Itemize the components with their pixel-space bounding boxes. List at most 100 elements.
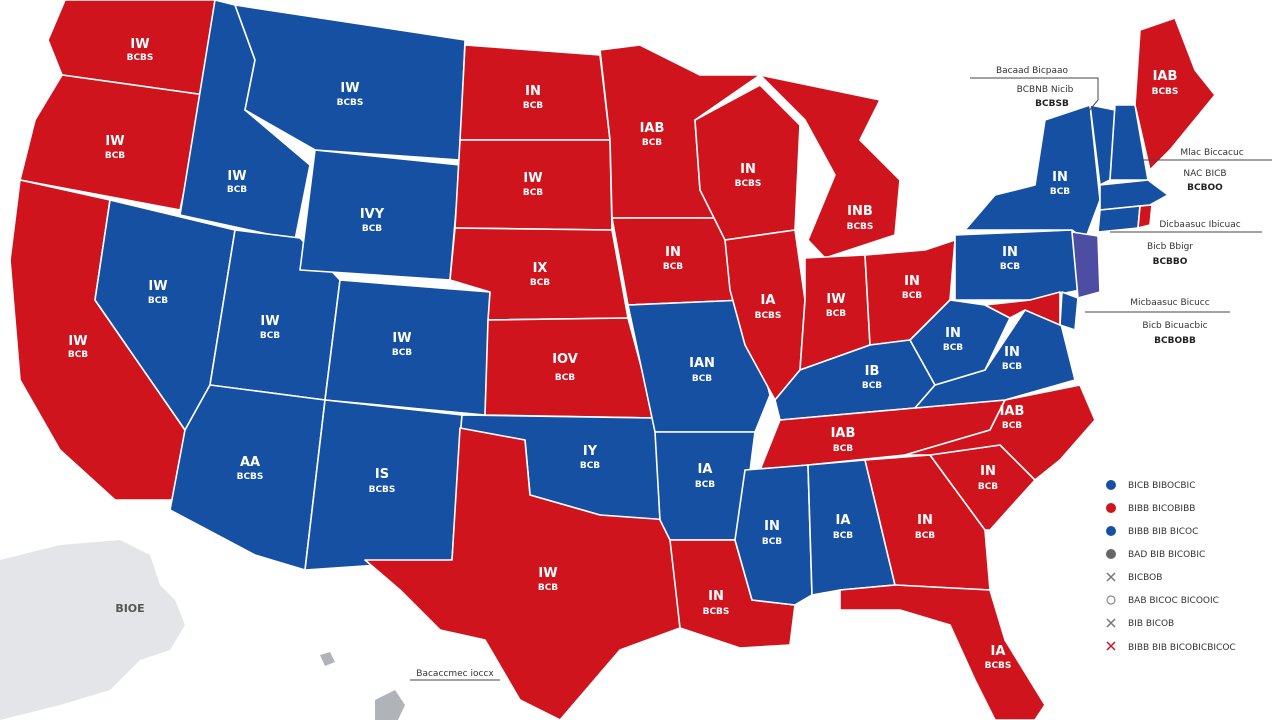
state-ct[interactable]	[1097, 205, 1141, 233]
state-label-pa-abbr: IN	[1002, 245, 1018, 260]
state-label-ga-abbr: IN	[917, 513, 933, 528]
state-md[interactable]	[984, 291, 1061, 326]
state-label-ks-votes: BCB	[555, 373, 575, 383]
labels-layer: IW BCBS IW BCB IW BCB IW BCB IW BCBS IW …	[68, 37, 1179, 671]
state-label-wi-votes: BCBS	[735, 179, 762, 189]
state-ga[interactable]	[864, 454, 991, 591]
state-label-nv-abbr: IW	[148, 279, 167, 294]
state-label-mo-votes: BCB	[692, 374, 712, 384]
state-label-ne-votes: BCB	[530, 278, 550, 288]
callout-1-line1: Bacaad Bicpaao	[996, 66, 1069, 76]
state-or[interactable]	[19, 74, 206, 211]
state-label-nd-votes: BCB	[523, 101, 543, 111]
state-label-pa-votes: BCB	[1000, 262, 1020, 272]
legend-item: BIBB BICOBIBB	[1106, 503, 1195, 514]
state-label-sc-votes: BCB	[978, 482, 998, 492]
state-label-nc-votes: BCB	[1002, 421, 1022, 431]
state-label-nv-votes: BCB	[148, 296, 168, 306]
legend-item: BAD BIB BICOBIC	[1106, 549, 1205, 560]
hawaii-island	[375, 690, 405, 720]
callout-4-line1: Micbaasuc Bicucc	[1130, 298, 1209, 308]
state-de[interactable]	[1059, 291, 1079, 331]
callout-3-line2: Bicb Bbigr	[1147, 242, 1193, 252]
state-label-mt-abbr: IW	[340, 81, 359, 96]
state-label-ky-abbr: IB	[865, 364, 880, 379]
state-ny[interactable]	[964, 104, 1101, 241]
state-label-al-abbr: IA	[836, 513, 851, 528]
state-mo[interactable]	[627, 299, 771, 433]
state-label-co-abbr: IW	[392, 331, 411, 346]
state-label-wi-abbr: IN	[740, 162, 756, 177]
state-label-wy-votes: BCB	[362, 224, 382, 234]
callout-1: Bacaad Bicpaao BCBNB Nicib BCBSB	[970, 66, 1099, 113]
legend-label: BIB BICOB	[1128, 619, 1174, 629]
alaska-region: BIOE	[0, 540, 405, 720]
legend-label: BAD BIB BICOBIC	[1128, 550, 1205, 560]
legend-label: BAB BICOC BICOOIC	[1128, 596, 1219, 606]
state-nj[interactable]	[1071, 231, 1101, 299]
state-label-tx-votes: BCB	[538, 583, 558, 593]
state-label-ar-abbr: IA	[698, 462, 713, 477]
state-label-id-abbr: IW	[227, 169, 246, 184]
state-label-ms-votes: BCB	[762, 537, 782, 547]
state-ma[interactable]	[1099, 179, 1169, 211]
state-label-oh-abbr: IN	[904, 274, 920, 289]
state-nc[interactable]	[904, 384, 1096, 481]
callout-4-line2: Bicb Bicuacbic	[1142, 321, 1207, 331]
state-label-me-votes: BCBS	[1152, 87, 1179, 97]
state-label-mn-votes: BCB	[642, 138, 662, 148]
legend-marker-ring	[1106, 595, 1116, 605]
callout-4: Micbaasuc Bicucc Bicb Bicuacbic BCBOBB	[1085, 298, 1230, 346]
alaska-shape	[0, 540, 185, 720]
legend-marker-dot	[1106, 549, 1116, 559]
state-label-al-votes: BCB	[833, 531, 853, 541]
state-fl[interactable]	[839, 584, 1046, 720]
callout-4-line3: BCBOBB	[1154, 336, 1196, 346]
state-label-wa-votes: BCBS	[127, 53, 154, 63]
state-ri[interactable]	[1137, 204, 1153, 229]
state-label-me-abbr: IAB	[1153, 69, 1178, 84]
state-label-ny-votes: BCB	[1050, 187, 1070, 197]
state-me[interactable]	[1134, 17, 1216, 171]
state-label-ca-votes: BCB	[68, 350, 88, 360]
states-layer	[9, 0, 1216, 720]
state-label-mo-abbr: IAN	[689, 356, 715, 371]
state-label-az-votes: BCBS	[237, 472, 264, 482]
callout-2: Mlac Biccacuc NAC BICB BCBOO	[1140, 148, 1272, 193]
state-label-sd-abbr: IW	[523, 171, 542, 186]
callout-5-line1: Bacaccmec ioccx	[416, 669, 494, 679]
callout-2-line2: NAC BICB	[1183, 169, 1226, 179]
state-label-il-abbr: IA	[761, 293, 776, 308]
state-label-nm-abbr: IS	[375, 467, 389, 482]
legend-marker-cross	[1106, 572, 1116, 582]
legend-item: BICB BIBOCBIC	[1106, 480, 1195, 491]
state-label-tn-votes: BCB	[833, 444, 853, 454]
legend-label: BIBB BIB BICOC	[1128, 527, 1198, 537]
state-ks[interactable]	[484, 317, 656, 419]
state-label-ia-votes: BCB	[663, 262, 683, 272]
state-label-wy-abbr: IVY	[360, 207, 385, 222]
legend: BICB BIBOCBIC BIBB BICOBIBB BIBB BIB BIC…	[1106, 480, 1236, 653]
state-mi[interactable]	[759, 74, 901, 259]
legend-label: BIBB BIB BICOBICBICOC	[1128, 643, 1236, 653]
state-label-wv-abbr: IN	[945, 326, 961, 341]
state-label-fl-votes: BCBS	[985, 661, 1012, 671]
state-label-in-votes: BCB	[826, 309, 846, 319]
state-label-or-abbr: IW	[105, 134, 124, 149]
state-label-nc-abbr: IAB	[1000, 404, 1025, 419]
callout-1-line	[970, 77, 1099, 113]
callout-2-line3: BCBOO	[1187, 183, 1223, 193]
callout-3-line1: Dicbaasuc Ibicuac	[1159, 220, 1240, 230]
state-tx[interactable]	[364, 427, 681, 720]
legend-marker-cross	[1106, 641, 1116, 651]
state-label-wa-abbr: IW	[130, 37, 149, 52]
state-label-mn-abbr: IAB	[640, 121, 665, 136]
legend-item: BAB BICOC BICOOIC	[1106, 595, 1219, 606]
legend-item: BIBB BIB BICOC	[1106, 526, 1198, 537]
state-label-ut-votes: BCB	[260, 331, 280, 341]
legend-label: BICBOB	[1128, 573, 1162, 583]
hawaii-island	[320, 652, 335, 666]
state-label-co-votes: BCB	[392, 348, 412, 358]
alaska-label: BIOE	[115, 602, 144, 615]
